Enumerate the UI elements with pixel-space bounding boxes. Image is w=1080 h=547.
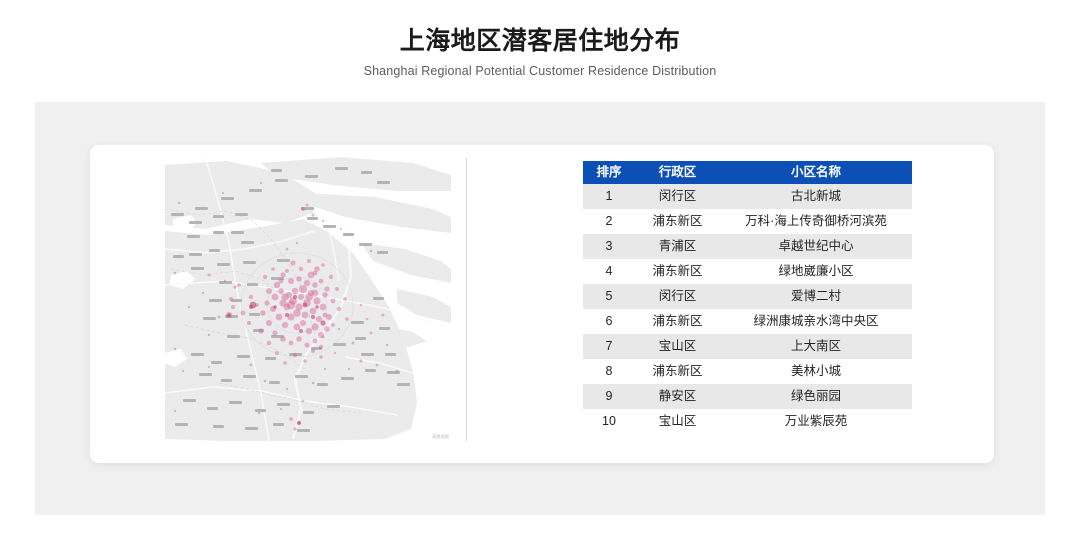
- cell-community: 爱博二村: [720, 284, 912, 309]
- cell-district: 闵行区: [635, 284, 720, 309]
- map-attribution: 高德地图: [432, 434, 449, 439]
- table-row[interactable]: 1 闵行区 古北新城: [583, 184, 912, 209]
- table-row[interactable]: 9 静安区 绿色丽园: [583, 384, 912, 409]
- table-body: 1 闵行区 古北新城 2 浦东新区 万科·海上传奇御桥河滨苑 3 青浦区 卓越世…: [583, 184, 912, 434]
- table-row[interactable]: 6 浦东新区 绿洲康城亲水湾中央区: [583, 309, 912, 334]
- residence-ranking-table: 排序 行政区 小区名称 1 闵行区 古北新城 2 浦东新区 万科·海上传奇御桥河…: [583, 161, 912, 434]
- cell-district: 浦东新区: [635, 359, 720, 384]
- page-title: 上海地区潜客居住地分布: [399, 27, 681, 55]
- cell-community: 古北新城: [720, 184, 912, 209]
- cell-community: 万业紫辰苑: [720, 409, 912, 434]
- shanghai-density-map[interactable]: 高德地图: [165, 157, 451, 441]
- map-svg: [165, 157, 451, 441]
- density-points: [173, 181, 399, 431]
- cell-district: 宝山区: [635, 334, 720, 359]
- column-header-district[interactable]: 行政区: [635, 161, 720, 184]
- column-header-rank[interactable]: 排序: [583, 161, 635, 184]
- cell-district: 闵行区: [635, 184, 720, 209]
- cell-district: 青浦区: [635, 234, 720, 259]
- cell-rank: 7: [583, 334, 635, 359]
- cell-rank: 9: [583, 384, 635, 409]
- column-header-community[interactable]: 小区名称: [720, 161, 912, 184]
- cell-community: 卓越世纪中心: [720, 234, 912, 259]
- table-row[interactable]: 7 宝山区 上大南区: [583, 334, 912, 359]
- table-row[interactable]: 4 浦东新区 绿地崴廉小区: [583, 259, 912, 284]
- table-header-row: 排序 行政区 小区名称: [583, 161, 912, 184]
- cell-rank: 10: [583, 409, 635, 434]
- cell-rank: 5: [583, 284, 635, 309]
- table-row[interactable]: 8 浦东新区 美林小城: [583, 359, 912, 384]
- cell-rank: 4: [583, 259, 635, 284]
- cell-community: 万科·海上传奇御桥河滨苑: [720, 209, 912, 234]
- table-row[interactable]: 2 浦东新区 万科·海上传奇御桥河滨苑: [583, 209, 912, 234]
- title-block: 上海地区潜客居住地分布 Shanghai Regional Potential …: [0, 0, 1080, 78]
- cell-district: 静安区: [635, 384, 720, 409]
- cell-community: 绿洲康城亲水湾中央区: [720, 309, 912, 334]
- table-row[interactable]: 3 青浦区 卓越世纪中心: [583, 234, 912, 259]
- cell-rank: 2: [583, 209, 635, 234]
- table-row[interactable]: 5 闵行区 爱博二村: [583, 284, 912, 309]
- table-row[interactable]: 10 宝山区 万业紫辰苑: [583, 409, 912, 434]
- cell-community: 上大南区: [720, 334, 912, 359]
- cell-community: 美林小城: [720, 359, 912, 384]
- cell-rank: 1: [583, 184, 635, 209]
- cell-community: 绿色丽园: [720, 384, 912, 409]
- panel-divider: [466, 158, 467, 441]
- cell-district: 浦东新区: [635, 309, 720, 334]
- cell-district: 宝山区: [635, 409, 720, 434]
- cell-district: 浦东新区: [635, 259, 720, 284]
- cell-rank: 6: [583, 309, 635, 334]
- cell-district: 浦东新区: [635, 209, 720, 234]
- table-head: 排序 行政区 小区名称: [583, 161, 912, 184]
- page-subtitle: Shanghai Regional Potential Customer Res…: [363, 64, 717, 79]
- cell-rank: 8: [583, 359, 635, 384]
- cell-community: 绿地崴廉小区: [720, 259, 912, 284]
- cell-rank: 3: [583, 234, 635, 259]
